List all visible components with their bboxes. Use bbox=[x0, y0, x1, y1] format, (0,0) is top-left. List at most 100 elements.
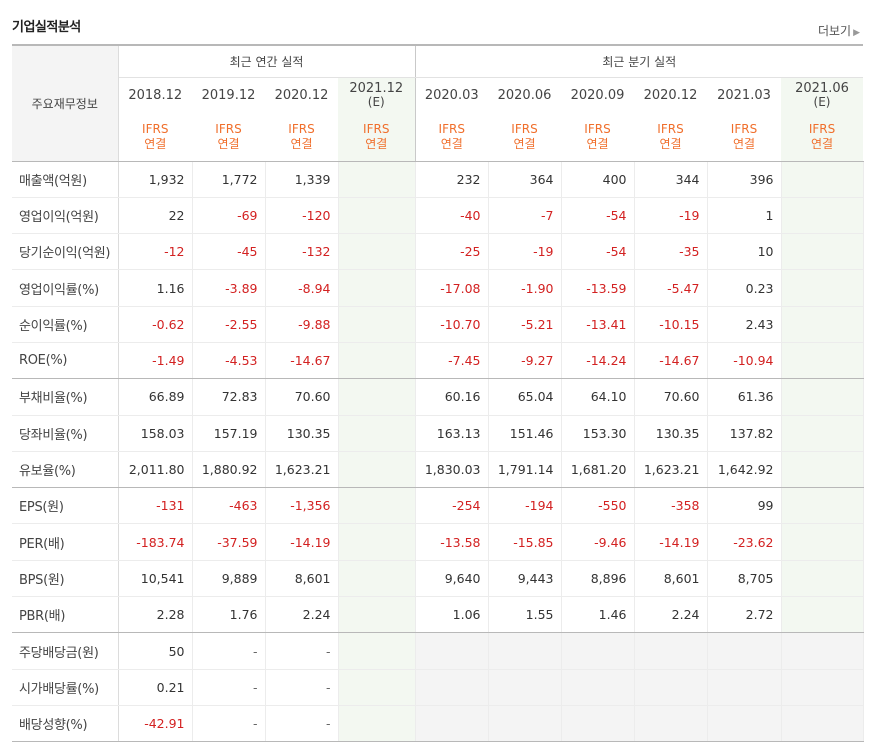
row-label: 시가배당률(%) bbox=[12, 669, 119, 706]
table-cell bbox=[338, 632, 416, 670]
ifrs-basis: 연결 bbox=[144, 136, 167, 151]
row-label: 영업이익(억원) bbox=[12, 197, 119, 235]
table-cell: -54 bbox=[561, 233, 635, 271]
quarter-group-header: 최근 분기 실적 bbox=[415, 45, 864, 78]
table-row: EPS(원) -131 -463 -1,356 -254 -194 -550 -358 99 bbox=[12, 487, 864, 525]
table-cell bbox=[415, 669, 489, 706]
table-row: 배당성향(%) -42.91- - bbox=[12, 705, 864, 743]
period-year: 2019.12 bbox=[201, 87, 256, 103]
estimate-mark: (E) bbox=[367, 95, 385, 110]
table-cell: -1.49 bbox=[118, 342, 193, 380]
table-cell bbox=[781, 705, 864, 743]
table-cell bbox=[781, 523, 864, 561]
table-cell: - bbox=[265, 632, 339, 670]
table-cell: -1,356 bbox=[265, 487, 339, 525]
period-year: 2021.06 bbox=[795, 81, 849, 97]
row-label: 영업이익률(%) bbox=[12, 269, 119, 307]
table-cell: -550 bbox=[561, 487, 635, 525]
ifrs-basis: 연결 bbox=[217, 136, 240, 151]
row-label: PER(배) bbox=[12, 523, 119, 561]
ifrs-label: IFRS 연결 bbox=[338, 113, 416, 162]
period-year: 2021.03 bbox=[717, 87, 771, 103]
table-cell: 60.16 bbox=[415, 378, 489, 416]
table-cell: -5.21 bbox=[488, 306, 562, 343]
ifrs-label: IFRS 연결 bbox=[561, 113, 634, 162]
row-label: EPS(원) bbox=[12, 487, 119, 525]
table-cell: 232 bbox=[415, 161, 489, 198]
table-cell bbox=[781, 306, 864, 343]
table-cell: 1.06 bbox=[415, 596, 489, 634]
table-cell bbox=[781, 632, 864, 670]
table-cell: -10.70 bbox=[415, 306, 489, 343]
table-cell: -13.41 bbox=[561, 306, 635, 343]
table-row: 시가배당률(%) 0.21- - bbox=[12, 669, 864, 706]
period-header: 2020.12 bbox=[265, 77, 338, 113]
table-cell: 72.83 bbox=[192, 378, 266, 416]
table-cell: 2.28 bbox=[118, 596, 193, 634]
period-header: 2020.12 bbox=[634, 77, 707, 113]
table-cell: 1.55 bbox=[488, 596, 562, 634]
table-cell bbox=[707, 669, 782, 706]
table-cell bbox=[634, 669, 708, 706]
table-cell: - bbox=[192, 705, 266, 743]
table-cell: 400 bbox=[561, 161, 635, 198]
period-header: 2020.06 bbox=[488, 77, 561, 113]
table-cell bbox=[781, 161, 864, 198]
table-cell: - bbox=[265, 669, 339, 706]
table-cell bbox=[634, 632, 708, 670]
table-cell bbox=[781, 451, 864, 489]
ifrs-standard: IFRS bbox=[363, 121, 390, 136]
ifrs-basis: 연결 bbox=[290, 136, 313, 151]
table-cell: -10.15 bbox=[634, 306, 708, 343]
row-label: 매출액(억원) bbox=[12, 161, 119, 198]
period-header: 2020.03 bbox=[415, 77, 488, 113]
row-label: 당기순이익(억원) bbox=[12, 233, 119, 271]
table-cell: -7.45 bbox=[415, 342, 489, 380]
table-cell: -12 bbox=[118, 233, 193, 271]
table-cell bbox=[561, 705, 635, 743]
period-header: 2018.12 bbox=[118, 77, 192, 113]
period-year: 2020.12 bbox=[643, 87, 698, 103]
table-cell: -9.46 bbox=[561, 523, 635, 561]
table-cell bbox=[338, 269, 416, 307]
table-row: PER(배) -183.74 -37.59 -14.19 -13.58 -15.85 -9.… bbox=[12, 523, 864, 561]
table-cell bbox=[561, 632, 635, 670]
table-cell: -132 bbox=[265, 233, 339, 271]
row-label: 당좌비율(%) bbox=[12, 415, 119, 452]
table-cell bbox=[488, 705, 562, 743]
period-year: 2020.06 bbox=[497, 87, 552, 103]
period-header: 2021.06 (E) bbox=[781, 77, 864, 113]
table-cell: -13.58 bbox=[415, 523, 489, 561]
table-cell: -463 bbox=[192, 487, 266, 525]
table-cell: 396 bbox=[707, 161, 782, 198]
row-label: ROE(%) bbox=[12, 342, 119, 380]
ifrs-basis: 연결 bbox=[586, 136, 609, 151]
table-cell: 10,541 bbox=[118, 560, 193, 598]
table-cell: 1,681.20 bbox=[561, 451, 635, 489]
table-cell bbox=[707, 632, 782, 670]
table-row: BPS(원) 10,541 9,889 8,601 9,640 9,443 8,896 8,6… bbox=[12, 560, 864, 598]
row-label: 순이익률(%) bbox=[12, 306, 119, 343]
ifrs-standard: IFRS bbox=[215, 121, 242, 136]
table-cell bbox=[781, 596, 864, 634]
table-cell: 2,011.80 bbox=[118, 451, 193, 489]
table-cell: 10 bbox=[707, 233, 782, 271]
table-cell: -35 bbox=[634, 233, 708, 271]
estimate-mark: (E) bbox=[813, 95, 831, 110]
table-cell: 2.43 bbox=[707, 306, 782, 343]
table-row: 당좌비율(%) 158.03 157.19 130.35 163.13 151.46 153… bbox=[12, 415, 864, 452]
table-cell: - bbox=[265, 705, 339, 743]
table-cell: -17.08 bbox=[415, 269, 489, 307]
table-cell: -37.59 bbox=[192, 523, 266, 561]
ifrs-standard: IFRS bbox=[808, 121, 836, 136]
table-cell: 153.30 bbox=[561, 415, 635, 452]
table-cell: 1,791.14 bbox=[488, 451, 562, 489]
more-link[interactable]: 더보기 ▶ bbox=[818, 22, 860, 39]
table-cell bbox=[781, 669, 864, 706]
table-cell: -9.88 bbox=[265, 306, 339, 343]
table-cell bbox=[338, 161, 416, 198]
table-cell: -1.90 bbox=[488, 269, 562, 307]
table-cell bbox=[781, 233, 864, 271]
ifrs-label: IFRS 연결 bbox=[781, 113, 864, 162]
table-cell: 1,623.21 bbox=[634, 451, 708, 489]
